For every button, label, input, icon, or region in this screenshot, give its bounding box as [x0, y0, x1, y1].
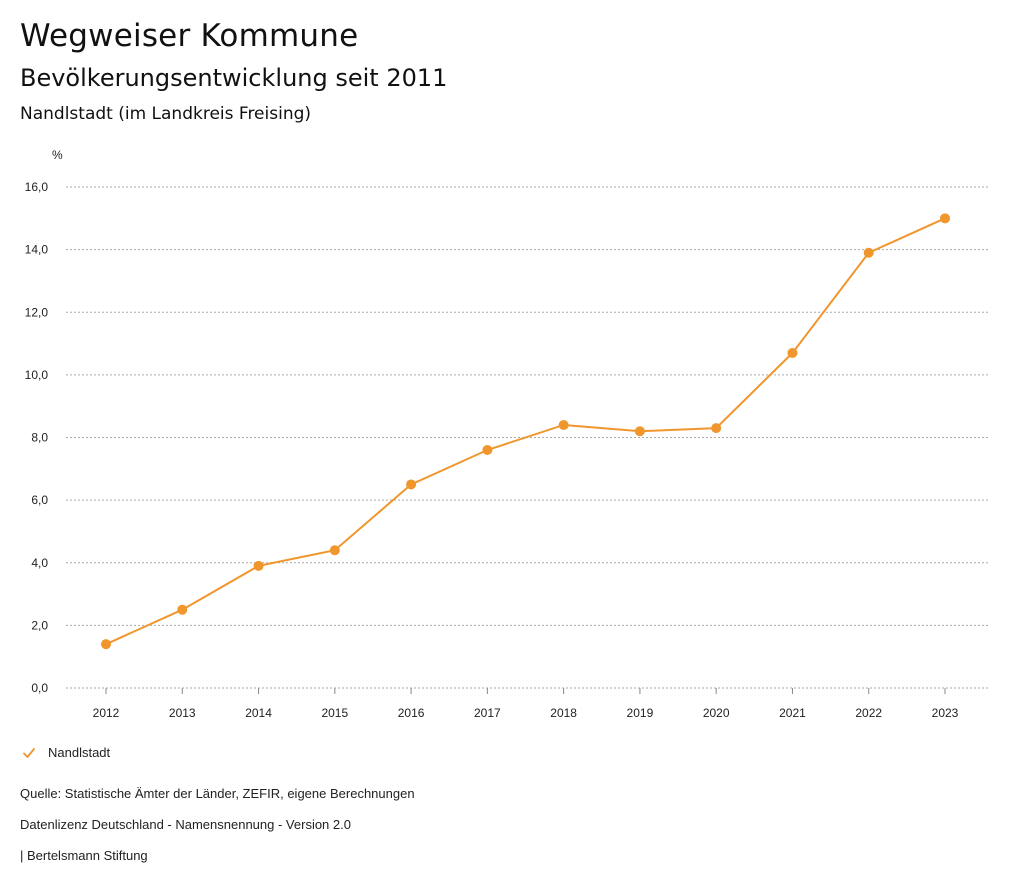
- data-point[interactable]: [634, 426, 645, 437]
- data-points: [101, 213, 950, 650]
- series-line-nandlstadt: [105, 217, 946, 646]
- x-tick-label: 2023: [932, 706, 959, 720]
- y-tick-label: 0,0: [31, 681, 48, 695]
- data-point[interactable]: [558, 419, 569, 430]
- x-axis: 2012 2013 2014 2015 2016 2017 2018 2019 2020 2021…: [93, 688, 959, 720]
- region-label: Nandlstadt (im Landkreis Freising): [20, 104, 312, 124]
- x-tick-label: 2016: [398, 706, 425, 720]
- license-note[interactable]: Datenlizenz Deutschland - Namensnennung …: [20, 817, 351, 832]
- data-point[interactable]: [482, 445, 493, 456]
- data-point[interactable]: [253, 560, 264, 571]
- y-tick-label: 10,0: [25, 368, 49, 382]
- x-tick-label: 2022: [855, 706, 882, 720]
- legend-label: Nandlstadt: [48, 745, 111, 760]
- y-axis: 0,0 2,0 4,0 6,0 8,0 10,0 12,0 14,0 16,0: [25, 180, 49, 695]
- data-point[interactable]: [940, 213, 950, 224]
- x-tick-label: 2015: [321, 706, 348, 720]
- line-chart: % 0,02,04,06,08,010,012,014,016,0 2012 20…: [25, 148, 990, 720]
- y-axis-unit-label: %: [52, 148, 63, 162]
- x-tick-label: 2019: [627, 706, 654, 720]
- data-point[interactable]: [863, 247, 874, 258]
- x-tick-label: 2013: [169, 706, 196, 720]
- x-tick-label: 2020: [703, 706, 730, 720]
- x-tick-label: 2021: [779, 706, 806, 720]
- y-tick-label: 16,0: [25, 180, 49, 194]
- y-tick-label: 12,0: [25, 305, 49, 319]
- y-tick-label: 4,0: [31, 556, 48, 570]
- checkmark-icon: [23, 747, 35, 758]
- x-tick-label: 2017: [474, 706, 501, 720]
- chart-subtitle: Bevölkerungsentwicklung seit 2011: [20, 64, 448, 92]
- y-tick-label: 14,0: [25, 243, 49, 257]
- data-point[interactable]: [406, 479, 417, 490]
- data-point[interactable]: [101, 639, 111, 650]
- page-title: Wegweiser Kommune: [20, 18, 359, 54]
- data-point[interactable]: [711, 423, 722, 434]
- data-point[interactable]: [329, 545, 340, 556]
- y-tick-label: 2,0: [31, 618, 48, 632]
- x-tick-label: 2014: [245, 706, 272, 720]
- y-tick-label: 8,0: [31, 431, 48, 445]
- source-note: Quelle: Statistische Ämter der Länder, Z…: [20, 786, 415, 801]
- y-tick-label: 6,0: [31, 493, 48, 507]
- data-point[interactable]: [787, 347, 798, 358]
- gridlines: [66, 186, 990, 689]
- x-tick-label: 2012: [93, 706, 120, 720]
- data-point[interactable]: [177, 604, 188, 615]
- publisher-note: | Bertelsmann Stiftung: [20, 848, 148, 863]
- legend-item-nandlstadt[interactable]: Nandlstadt: [22, 745, 110, 760]
- x-tick-label: 2018: [550, 706, 577, 720]
